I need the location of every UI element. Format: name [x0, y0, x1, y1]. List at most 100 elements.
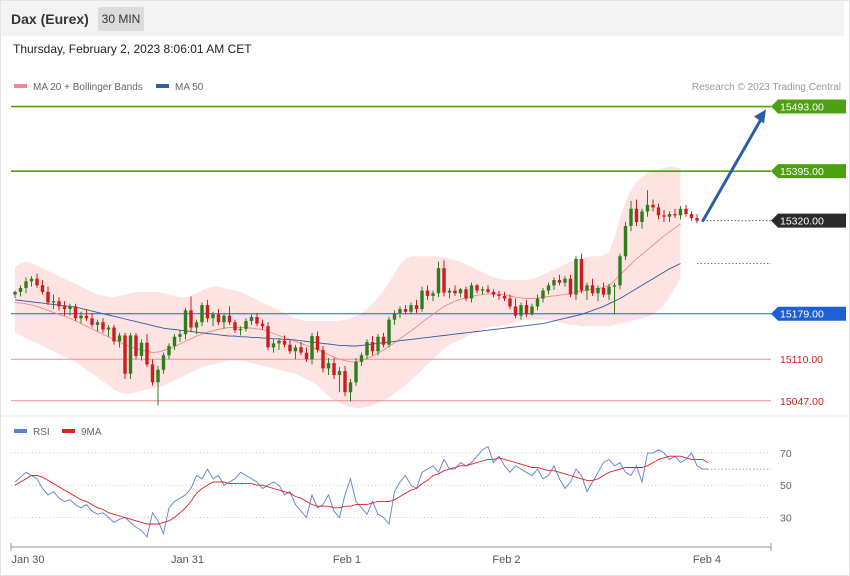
candle-body: [667, 214, 672, 217]
candle-body: [442, 268, 446, 293]
rsi-tick-label: 70: [780, 448, 792, 460]
candle-body: [348, 382, 353, 393]
rsi-tick-label: 30: [780, 513, 792, 525]
candle-body: [277, 340, 281, 344]
forecast-arrow-head: [754, 109, 766, 124]
candle-body: [376, 336, 380, 352]
candle-body: [304, 352, 309, 360]
candle-body: [106, 327, 111, 330]
header-bar: Dax (Eurex) 30 MIN: [1, 1, 844, 36]
candle-body: [607, 286, 611, 295]
candle-body: [579, 258, 584, 291]
candle-body: [46, 291, 50, 303]
candle-body: [326, 363, 331, 369]
timeframe-button[interactable]: 30 MIN: [98, 7, 144, 31]
candle-body: [590, 285, 595, 294]
candle-body: [332, 363, 336, 376]
legend-swatch: [156, 84, 169, 88]
candle-body: [40, 285, 45, 292]
candle-body: [618, 256, 622, 286]
resistance-level-tag: [771, 99, 846, 114]
candle-body: [486, 289, 490, 292]
candle-body: [172, 336, 177, 347]
candle-body: [513, 306, 518, 316]
candle-body: [35, 278, 39, 286]
candle-body: [238, 328, 243, 331]
candle-body: [57, 301, 61, 307]
candle-body: [409, 305, 413, 312]
candle-body: [530, 306, 534, 315]
candle-body: [84, 315, 89, 319]
candle-body: [480, 289, 485, 291]
candle-body: [315, 336, 320, 350]
candle-body: [343, 371, 347, 393]
candle-body: [629, 208, 633, 226]
candle-body: [29, 278, 34, 282]
resistance-level-tag: [771, 164, 846, 179]
candle-body: [563, 278, 567, 283]
candle-body: [497, 294, 501, 296]
candle-body: [552, 280, 556, 286]
candle-body: [90, 318, 94, 325]
candle-body: [189, 310, 193, 328]
candle-body: [623, 225, 628, 257]
pivot-level-tag: [771, 306, 846, 321]
candle-body: [337, 371, 342, 376]
candle-body: [475, 285, 479, 291]
candle-body: [414, 305, 419, 310]
time-axis-label: Feb 4: [693, 554, 721, 566]
candle-body: [95, 322, 100, 325]
candle-body: [310, 336, 314, 360]
legend-label: RSI: [33, 427, 50, 438]
candle-body: [73, 306, 78, 319]
rsi-tick-label: 50: [780, 480, 792, 492]
legend-swatch: [62, 429, 75, 433]
candle-body: [458, 289, 463, 294]
rsi-line: [14, 445, 708, 538]
legend-label: 9MA: [81, 427, 102, 438]
candle-body: [282, 340, 287, 345]
legend-label: MA 20 + Bollinger Bands: [33, 82, 143, 93]
candle-body: [425, 290, 430, 296]
candle-body: [18, 287, 23, 292]
current-level-tag: [771, 213, 846, 228]
pivot-level-label: 15179.00: [780, 309, 824, 321]
candle-body: [546, 285, 551, 291]
rsi-ma-line: [14, 455, 709, 525]
candle-body: [161, 355, 166, 370]
candle-body: [205, 305, 210, 319]
legend-swatch: [14, 84, 27, 88]
legend-label: MA 50: [175, 82, 204, 93]
candle-body: [249, 316, 254, 321]
candle-body: [453, 290, 457, 294]
candle-body: [68, 306, 72, 310]
candle-body: [255, 316, 259, 324]
candle-body: [656, 207, 661, 216]
candle-body: [508, 298, 512, 307]
candle-body: [651, 204, 655, 208]
candle-body: [288, 344, 292, 352]
candle-body: [695, 218, 699, 221]
candle-body: [51, 301, 56, 303]
current-level-label: 15320.00: [780, 216, 824, 228]
forecast-arrow: [701, 116, 764, 223]
candle-body: [568, 278, 573, 295]
resistance-level-label: 15395.00: [780, 166, 824, 178]
candle-body: [678, 208, 683, 216]
candle-body: [139, 342, 144, 356]
candle-body: [216, 314, 221, 323]
candle-body: [387, 319, 391, 345]
candle-body: [447, 290, 452, 293]
time-axis-label: Jan 30: [11, 554, 44, 566]
ma50-line: [14, 263, 681, 347]
bollinger-band-area: [15, 166, 681, 408]
candle-body: [178, 334, 182, 337]
candle-body: [381, 336, 386, 345]
candle-body: [502, 295, 507, 299]
time-axis-label: Jan 31: [171, 554, 204, 566]
candle-body: [392, 313, 397, 320]
candle-body: [491, 291, 496, 295]
support-level-label: 15047.00: [780, 396, 824, 408]
candle-body: [260, 323, 265, 327]
candle-body: [145, 342, 149, 365]
